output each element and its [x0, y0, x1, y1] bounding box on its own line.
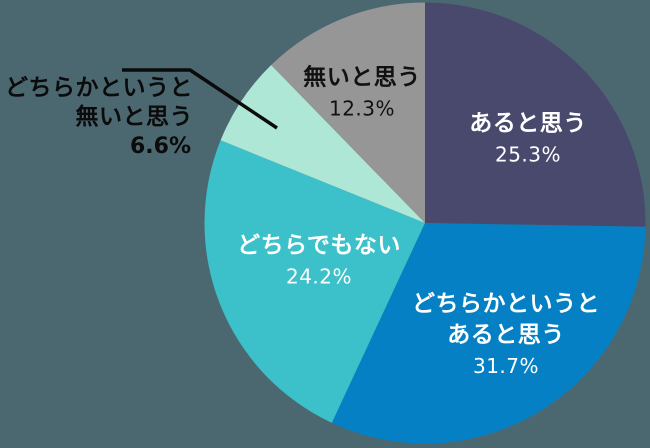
pie-slice-4 — [271, 2, 425, 223]
pie-slice-0 — [425, 2, 646, 227]
pie-slice-1 — [331, 223, 646, 444]
callout-label-text: どちらかというと — [5, 75, 193, 101]
slice-percent-text: 25.3% — [494, 142, 562, 167]
slice-percent-text: 31.7% — [472, 354, 540, 378]
slice-percent-text: 12.3% — [328, 96, 396, 121]
slice-label-text: あると思う — [469, 110, 587, 137]
slice-label-nai-to-omou: 無いと思う 12.3% — [303, 63, 421, 124]
callout-label-dochiraka-nai: どちらかというと 無いと思う 6.6% — [0, 74, 193, 162]
slice-label-aru-to-omou: あると思う 25.3% — [469, 109, 587, 170]
slice-label-text: どちらでもない — [237, 232, 401, 259]
slice-percent-text: 24.2% — [285, 264, 353, 289]
slice-label-text: どちらかというと — [412, 291, 600, 317]
pie-chart — [204, 2, 646, 444]
slice-label-dochiraka-aru: どちらかというと あると思う 31.7% — [412, 289, 600, 381]
slice-label-text: 無いと思う — [303, 64, 421, 91]
callout-label-text: 無いと思う — [75, 104, 193, 130]
slice-label-text: あると思う — [447, 322, 565, 348]
slice-label-dochirademonai: どちらでもない 24.2% — [237, 231, 401, 292]
callout-percent-text: 6.6% — [129, 134, 191, 159]
pie-slice-2 — [204, 140, 425, 423]
